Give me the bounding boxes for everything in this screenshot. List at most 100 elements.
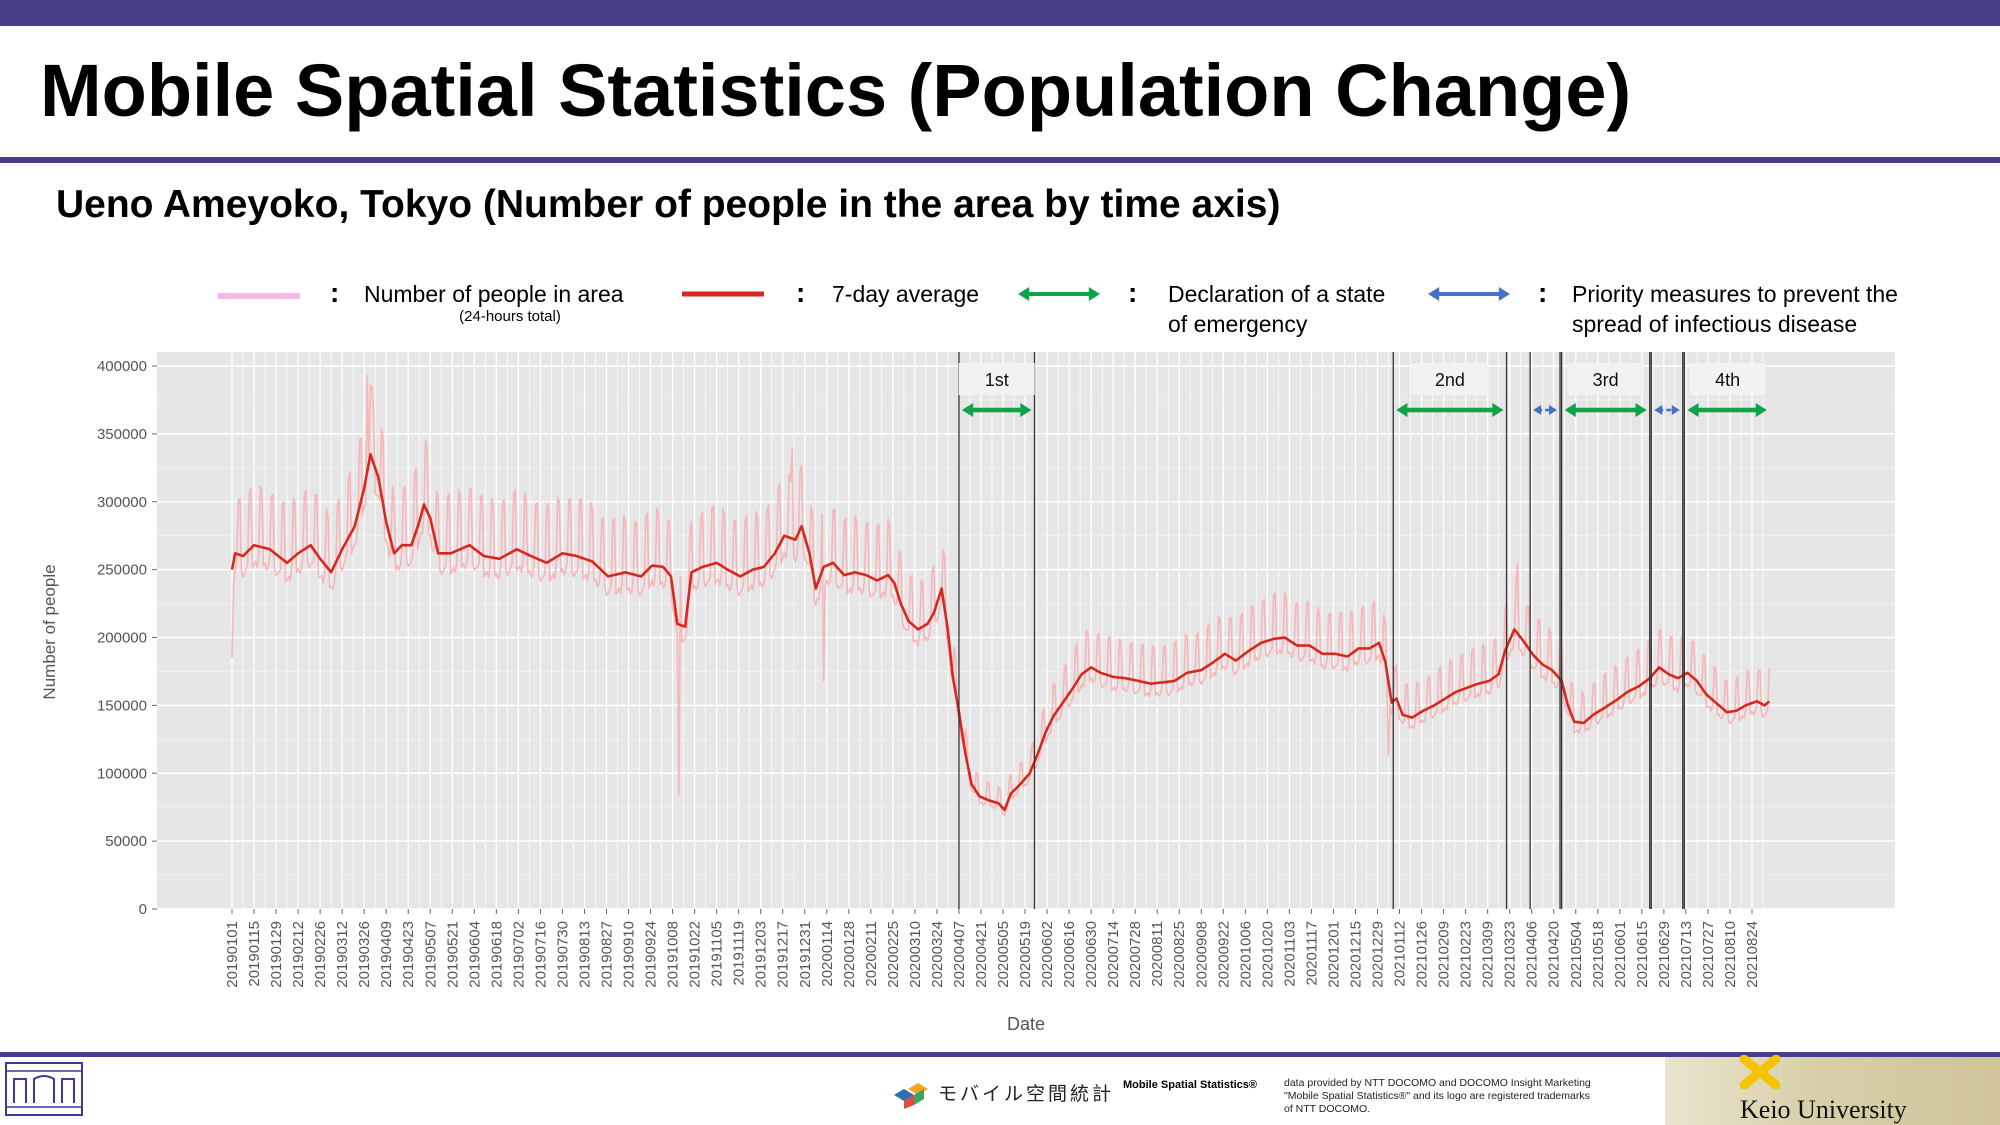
x-tick-label: 20200421 — [973, 921, 990, 988]
emergency-arrow-head-right — [1492, 403, 1504, 417]
period-label-box — [958, 363, 1035, 395]
x-tick-label: 20191105 — [709, 921, 726, 987]
keio-university-logo: Keio University — [1665, 1055, 2000, 1125]
priority-arrow-head-left — [1533, 405, 1542, 415]
priority-arrow-head-right — [1671, 405, 1680, 415]
x-tick-label: 20190226 — [312, 921, 329, 988]
slide-title: Mobile Spatial Statistics (Population Ch… — [40, 49, 1632, 132]
x-tick-label: 20210518 — [1590, 921, 1607, 988]
x-tick-label: 20191203 — [753, 921, 770, 988]
x-tick-label: 20210323 — [1502, 921, 1519, 988]
period-label-box — [1689, 363, 1766, 395]
legend-label-priority-2: spread of infectious disease — [1572, 311, 1857, 337]
emergency-arrow-head-left — [1396, 403, 1408, 417]
x-tick-label: 20191022 — [687, 921, 704, 988]
x-tick-label: 20210309 — [1480, 921, 1497, 988]
mss-trademark-notes: data provided by NTT DOCOMO and DOCOMO I… — [1284, 1077, 1654, 1116]
x-tick-label: 20190910 — [621, 921, 638, 988]
legend-arrow-emergency — [1018, 287, 1100, 301]
x-tick-label: 20190326 — [356, 921, 373, 988]
university-name: Keio University — [1740, 1095, 1907, 1124]
y-tick-label: 0 — [139, 901, 147, 918]
x-tick-label: 20201201 — [1325, 921, 1342, 988]
priority-arrow-head-left — [1654, 405, 1663, 415]
mss-product-name: Mobile Spatial Statistics® — [1123, 1079, 1258, 1091]
mobile-spatial-statistics-logo: モバイル空間統計 — [890, 1067, 1120, 1117]
legend-colon: : — [796, 277, 805, 308]
y-tick-label: 150000 — [97, 697, 147, 714]
x-tick-label: 20190507 — [422, 921, 439, 988]
y-tick-label: 100000 — [97, 765, 147, 782]
x-tick-label: 20201006 — [1237, 921, 1254, 988]
legend-colon: : — [1538, 277, 1547, 308]
x-tick-label: 20210615 — [1634, 921, 1651, 988]
x-tick-label: 20210209 — [1436, 921, 1453, 988]
legend-green-arrow-head-left — [1018, 287, 1030, 301]
x-tick-label: 20210810 — [1722, 921, 1739, 988]
legend-blue-arrow-head-left — [1428, 287, 1440, 301]
period-markers: 1st 2nd 3rd 4th — [958, 352, 1767, 909]
legend-colon: : — [1128, 277, 1137, 308]
x-tick-label: 20201117 — [1303, 921, 1320, 986]
x-tick-label: 20200602 — [1039, 921, 1056, 988]
x-tick-label: 20210713 — [1678, 921, 1695, 988]
x-tick-label: 20210406 — [1524, 921, 1541, 988]
x-tick-label: 20190702 — [510, 921, 527, 988]
x-tick-label: 20210223 — [1458, 921, 1475, 988]
x-axis-title: Date — [1007, 1014, 1045, 1034]
emergency-arrow-head-right — [1635, 403, 1647, 417]
x-tick-label: 20210504 — [1568, 921, 1585, 988]
emergency-arrow-head-right — [1755, 403, 1767, 417]
x-tick-label: 20200728 — [1127, 921, 1144, 988]
x-tick-label: 20191217 — [775, 921, 792, 988]
x-tick-label: 20191119 — [731, 921, 748, 986]
plot-background — [157, 352, 1895, 909]
population-chart: : Number of people in area (24-hours tot… — [40, 277, 1898, 1034]
x-tick-label: 20191008 — [665, 921, 682, 988]
x-tick-label: 20190730 — [554, 921, 571, 988]
legend-colon: : — [330, 277, 339, 308]
x-tick-label: 20200811 — [1149, 921, 1166, 987]
legend-label-priority-1: Priority measures to prevent the — [1572, 281, 1898, 307]
footer: モバイル空間統計 Mobile Spatial Statistics® data… — [0, 1055, 2000, 1125]
emergency-arrow-head-right — [1020, 403, 1032, 417]
daily-people-line — [231, 374, 1771, 816]
seven-day-average-line — [230, 452, 1771, 812]
x-tick-label: 20210420 — [1546, 921, 1563, 988]
emergency-arrow-head-left — [1687, 403, 1699, 417]
mss-note-line: of NTT DOCOMO. — [1284, 1103, 1371, 1115]
x-tick-label: 20210824 — [1744, 921, 1761, 988]
gridlines — [157, 352, 1895, 910]
legend-label-emergency-2: of emergency — [1168, 311, 1308, 337]
x-tick-label: 20200225 — [885, 921, 902, 988]
x-tick-label: 20190716 — [532, 921, 549, 988]
x-tick-label: 20200128 — [841, 921, 858, 988]
x-tick-label: 20200922 — [1215, 921, 1232, 988]
y-tick-label: 50000 — [105, 833, 147, 850]
x-tick-label: 20200324 — [929, 921, 946, 988]
x-tick-label: 20200114 — [819, 921, 836, 987]
period-label-box — [1411, 363, 1488, 395]
legend-arrow-priority — [1428, 287, 1510, 301]
y-tick-label: 300000 — [97, 494, 147, 511]
x-tick-label: 20200505 — [995, 921, 1012, 988]
x-tick-label: 20190604 — [466, 921, 483, 988]
x-tick-label: 20201229 — [1370, 921, 1387, 988]
x-tick-label: 20190423 — [400, 921, 417, 988]
legend-label-emergency-1: Declaration of a state — [1168, 281, 1385, 307]
y-tick-label: 350000 — [97, 426, 147, 443]
x-tick-label: 20200310 — [907, 921, 924, 988]
period-label-box — [1567, 363, 1644, 395]
x-tick-label: 20190409 — [378, 921, 395, 988]
x-tick-label: 20190212 — [290, 921, 307, 988]
y-tick-label: 250000 — [97, 562, 147, 579]
x-tick-label: 20200407 — [951, 921, 968, 988]
x-tick-label: 20200519 — [1017, 921, 1034, 988]
x-tick-label: 20190101 — [224, 921, 241, 988]
x-axis: 20190101 20190115 20190129 20190212 20190226… — [224, 909, 1761, 988]
x-tick-label: 20190129 — [268, 921, 285, 988]
y-axis-title: Number of people — [40, 564, 59, 699]
x-tick-label: 20191231 — [797, 921, 814, 988]
x-tick-label: 20190827 — [598, 921, 615, 988]
x-tick-label: 20200825 — [1171, 921, 1188, 988]
